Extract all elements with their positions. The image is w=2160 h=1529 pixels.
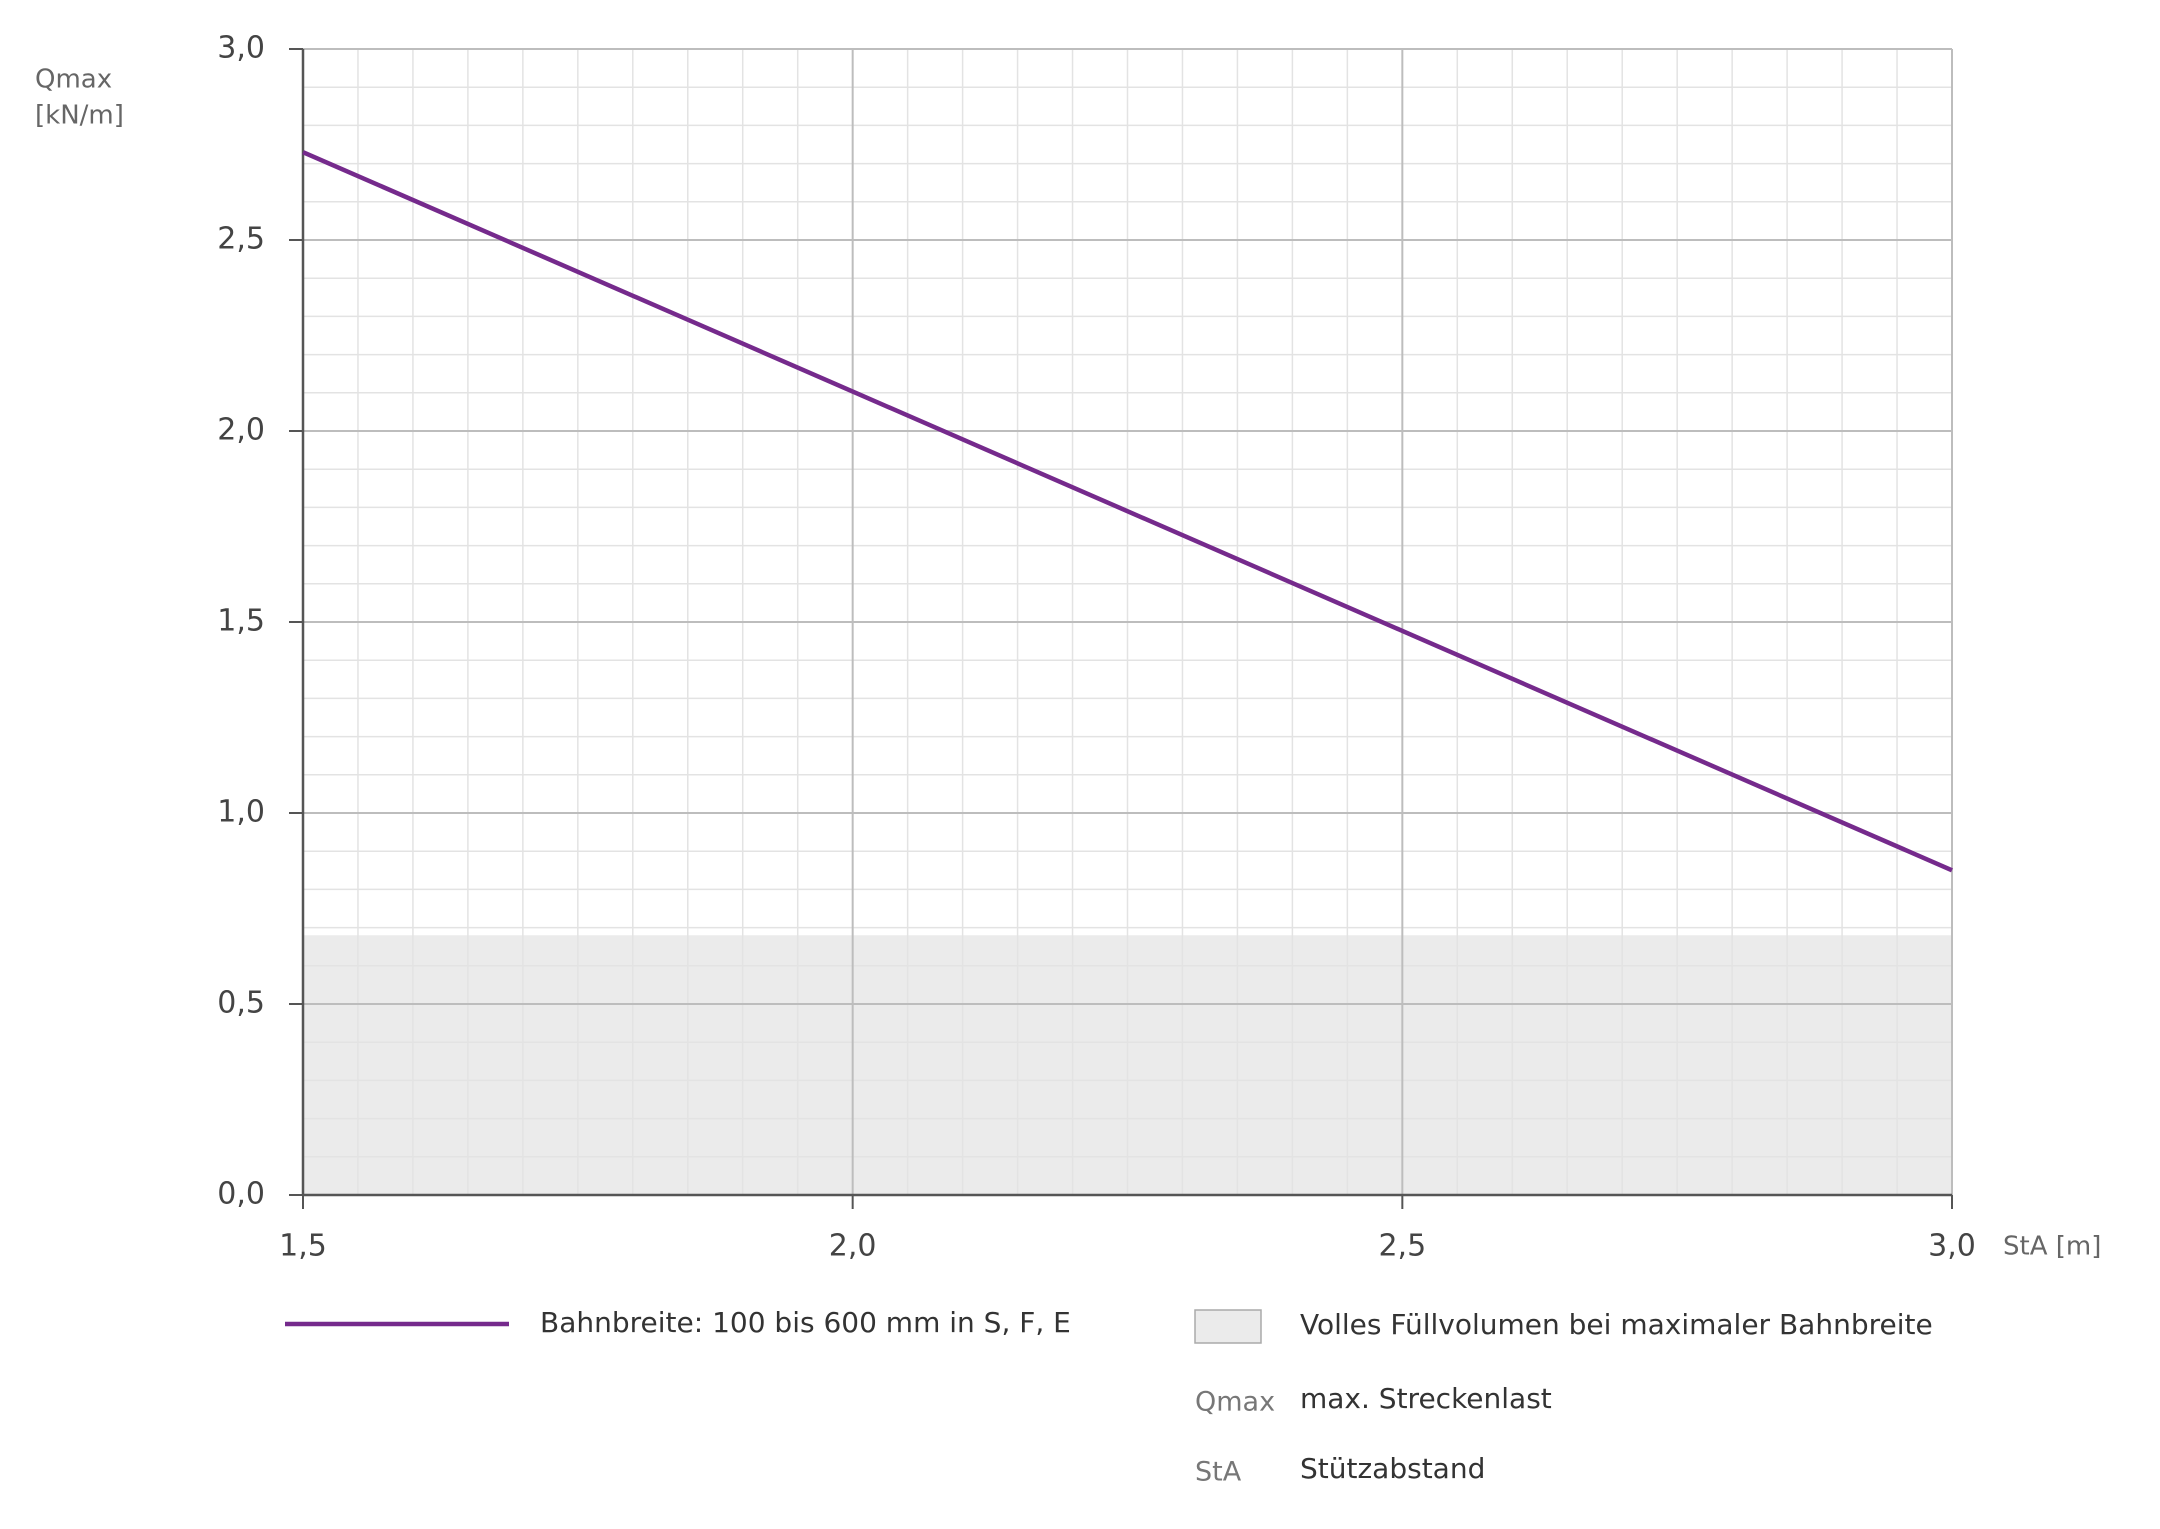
- note-symbol: Qmax: [1195, 1387, 1275, 1418]
- x-tick-label: 2,5: [1378, 1229, 1426, 1264]
- y-tick-label: 0,5: [217, 986, 265, 1021]
- y-tick-label: 1,0: [217, 795, 265, 830]
- note-text: Stützabstand: [1300, 1452, 1485, 1485]
- legend-label: Bahnbreite: 100 bis 600 mm in S, F, E: [540, 1306, 1071, 1339]
- y-tick-label: 3,0: [217, 31, 265, 66]
- x-tick-label: 2,0: [829, 1229, 877, 1264]
- x-tick-label: 1,5: [279, 1229, 327, 1264]
- data-line: [302, 150, 1953, 873]
- y-axis-unit: [kN/m]: [35, 101, 124, 131]
- y-tick-label: 0,0: [217, 1177, 265, 1212]
- note-symbol: StA: [1195, 1457, 1242, 1488]
- x-tick-label: 3,0: [1928, 1229, 1976, 1264]
- y-tick-label: 1,5: [217, 604, 265, 639]
- note-text: max. Streckenlast: [1300, 1382, 1552, 1415]
- legend-swatch: [1194, 1309, 1262, 1344]
- y-tick-label: 2,0: [217, 413, 265, 448]
- legend-label: Volles Füllvolumen bei maximaler Bahnbre…: [1300, 1308, 1933, 1341]
- y-tick-label: 2,5: [217, 222, 265, 257]
- x-axis-label: StA [m]: [2003, 1232, 2101, 1262]
- y-axis-label: Qmax: [35, 65, 112, 95]
